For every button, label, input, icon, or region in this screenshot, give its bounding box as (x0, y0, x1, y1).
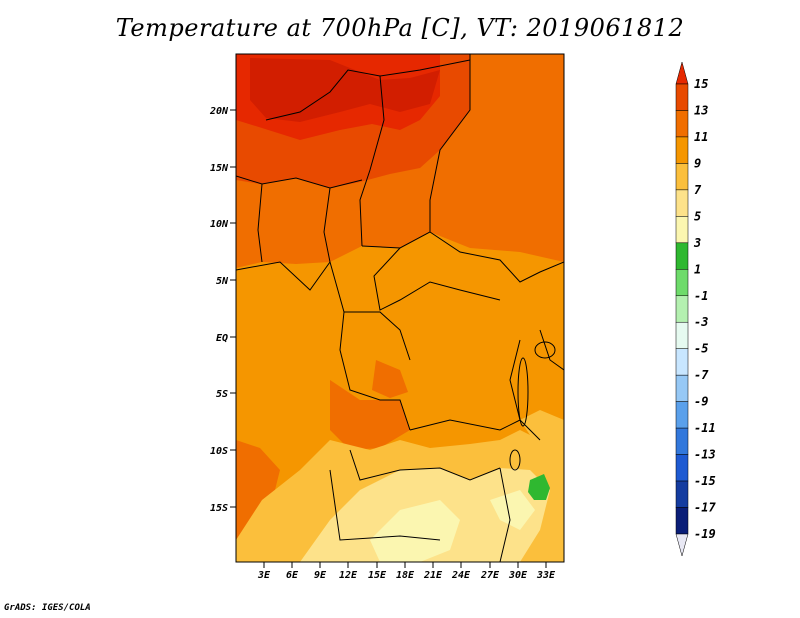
border-line (329, 469, 441, 541)
lon-tick-label: 18E (396, 570, 415, 581)
colorbar-swatch (675, 83, 689, 111)
colorbar-label: -13 (694, 448, 716, 462)
chart-title: Temperature at 700hPa [C], VT: 201906181… (115, 14, 685, 42)
lake (534, 341, 556, 359)
colorbar-swatch (675, 216, 689, 244)
border-line (265, 59, 471, 121)
colorbar-swatch (675, 321, 689, 349)
colorbar-label: 15 (694, 77, 708, 91)
country-borders (236, 54, 564, 562)
map-frame (235, 53, 565, 563)
border-line (236, 261, 331, 291)
field-warm-coast (330, 380, 410, 450)
border-line (409, 419, 541, 441)
colorbar-label: 13 (694, 103, 708, 117)
colorbar-swatch (675, 401, 689, 429)
lat-tick-label: 5S (216, 389, 228, 400)
lon-tick-label: 15E (368, 570, 387, 581)
border-line (539, 329, 564, 371)
field-cool-south-4 (490, 490, 535, 530)
colorbar-label: 9 (694, 156, 701, 170)
lon-axis: 3E 6E 9E 12E 15E 18E 21E 24E 27E 30E 33E (257, 562, 556, 581)
colorbar-swatch (675, 163, 689, 191)
border-line (499, 467, 511, 562)
border-line (329, 261, 411, 361)
lake (517, 357, 529, 427)
border-line (323, 187, 331, 263)
colorbar-swatch (675, 242, 689, 270)
colorbar: 15 13 11 9 7 5 3 1 -1 -3 -5 -7 -9 -11 -13 -15 -17 -19 (675, 61, 716, 557)
colorbar-label: 3 (693, 236, 701, 250)
colorbar-label: -3 (694, 315, 708, 329)
colorbar-swatch (675, 348, 689, 376)
colorbar-top-arrow (675, 61, 689, 85)
colorbar-label: -7 (694, 368, 709, 382)
lat-tick-label: 5N (216, 276, 229, 287)
colorbar-swatch (675, 507, 689, 535)
lat-tick-label: 15S (210, 503, 228, 514)
field-warm-central (372, 360, 408, 398)
border-line (339, 311, 411, 431)
colorbar-swatch (675, 427, 689, 455)
colorbar-swatch (675, 374, 689, 402)
colorbar-label: -19 (694, 527, 716, 541)
colorbar-swatch (675, 454, 689, 482)
lat-tick-label: 20N (209, 106, 229, 117)
border-line (429, 231, 564, 283)
lat-axis: 20N 15N 10N 5N EQ 5S 10S 15S (209, 106, 236, 514)
colorbar-label: -11 (694, 421, 716, 435)
colorbar-swatch (675, 269, 689, 297)
colorbar-swatch (675, 480, 689, 508)
colorbar-label: -9 (694, 395, 708, 409)
colorbar-swatch (675, 189, 689, 217)
border-line (359, 75, 385, 247)
lat-tick-label: 10N (210, 219, 229, 230)
border-line (257, 183, 263, 263)
lon-tick-label: 33E (536, 570, 556, 581)
border-line (509, 339, 521, 421)
lon-tick-label: 12E (339, 570, 358, 581)
lon-tick-label: 27E (480, 570, 500, 581)
lon-tick-label: 3E (257, 570, 271, 581)
border-line (349, 449, 501, 481)
colorbar-label: -1 (694, 289, 708, 303)
lon-tick-label: 24E (451, 570, 471, 581)
colorbar-swatch (675, 110, 689, 138)
field-green-patch (528, 474, 550, 500)
lon-tick-label: 6E (286, 570, 299, 581)
colorbar-label: 1 (694, 262, 701, 276)
colorbar-label: -15 (694, 474, 716, 488)
colorbar-label: 5 (694, 209, 701, 223)
colorbar-label: 11 (694, 130, 708, 144)
colorbar-swatch (675, 136, 689, 164)
lon-tick-label: 9E (314, 570, 327, 581)
field-hot-core (250, 58, 440, 122)
lake (509, 449, 521, 471)
lat-tick-label: 15N (210, 163, 229, 174)
field-cool-east (520, 410, 564, 460)
field-cool-south-3 (370, 500, 460, 562)
colorbar-label: 7 (694, 183, 702, 197)
lon-tick-label: 21E (423, 570, 443, 581)
lat-tick-label: 10S (210, 446, 228, 457)
colorbar-label: -17 (694, 501, 716, 515)
temperature-field (236, 54, 564, 562)
border-line (373, 247, 501, 311)
colorbar-label: -5 (694, 342, 708, 356)
lon-tick-label: 30E (508, 570, 528, 581)
border-line (236, 175, 363, 189)
colorbar-bottom-arrow (675, 533, 689, 557)
lat-tick-label: EQ (216, 333, 228, 344)
credit-text: GrADS: IGES/COLA (4, 603, 91, 613)
colorbar-swatch (675, 295, 689, 323)
